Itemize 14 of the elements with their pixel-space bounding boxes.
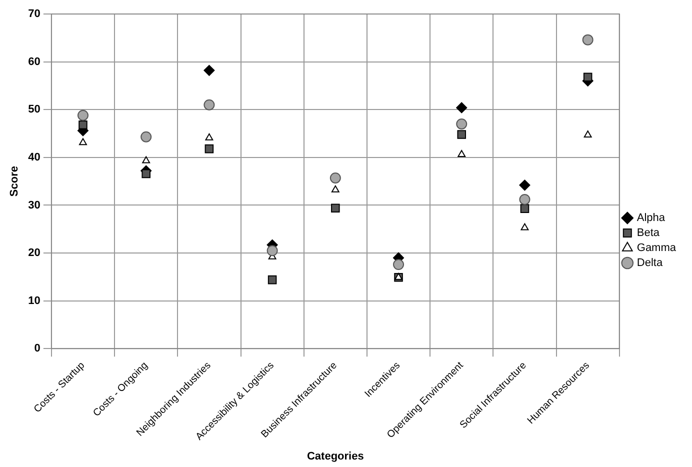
y-tick-label: 50 — [28, 104, 40, 116]
y-axis-title: Score — [8, 166, 21, 197]
y-tick-label: 0 — [34, 342, 40, 355]
y-tick-label: 60 — [28, 56, 40, 68]
y-tick-label: 70 — [28, 8, 40, 20]
legend-label: Beta — [636, 227, 660, 240]
legend-label: Delta — [636, 257, 664, 270]
y-tick-label: 40 — [28, 151, 40, 164]
y-tick-label: 20 — [28, 247, 40, 260]
y-tick-label: 10 — [28, 294, 40, 307]
legend-label: Alpha — [636, 212, 666, 224]
legend-label: Gamma — [636, 242, 677, 254]
x-axis-title: Categories — [306, 450, 364, 462]
y-tick-label: 30 — [28, 199, 40, 212]
